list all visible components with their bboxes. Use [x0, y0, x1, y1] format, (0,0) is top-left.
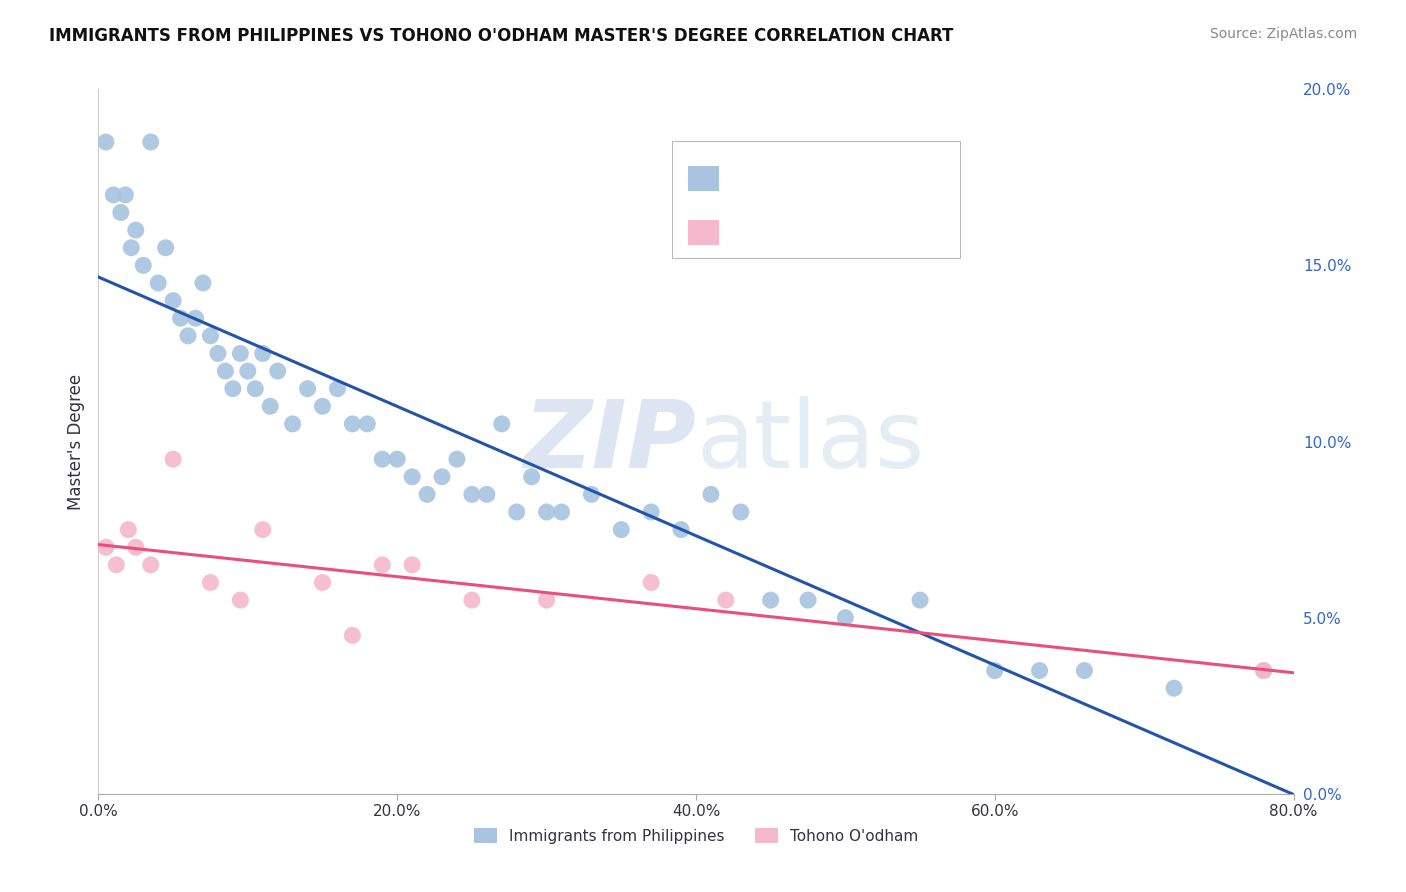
Point: [191, 276, 214, 290]
Point: [1163, 681, 1185, 696]
Text: ZIP: ZIP: [523, 395, 696, 488]
Text: N =: N =: [832, 169, 869, 187]
Point: [797, 593, 820, 607]
Text: R =: R =: [731, 224, 766, 242]
Point: [200, 328, 222, 343]
Text: Source: ZipAtlas.com: Source: ZipAtlas.com: [1209, 27, 1357, 41]
Point: [342, 628, 364, 642]
Point: [401, 558, 423, 572]
Point: [371, 558, 394, 572]
Point: [120, 241, 142, 255]
Point: [177, 328, 200, 343]
Point: [669, 523, 692, 537]
Point: [700, 487, 723, 501]
Point: [105, 558, 128, 572]
Point: [214, 364, 236, 378]
Point: [162, 452, 184, 467]
Point: [110, 205, 132, 219]
Point: [491, 417, 513, 431]
Point: [430, 469, 453, 483]
Point: [908, 593, 931, 607]
Point: [114, 187, 136, 202]
Point: [229, 346, 252, 360]
Point: [259, 400, 281, 414]
Point: [714, 593, 737, 607]
Point: [222, 382, 245, 396]
Point: [148, 276, 170, 290]
Legend: Immigrants from Philippines, Tohono O'odham: Immigrants from Philippines, Tohono O'od…: [468, 822, 924, 850]
Point: [311, 400, 333, 414]
Point: [730, 505, 752, 519]
Point: [759, 593, 782, 607]
Point: [640, 575, 662, 590]
Point: [1073, 664, 1095, 678]
Point: [139, 135, 162, 149]
Text: -0.353: -0.353: [762, 224, 821, 242]
Point: [117, 523, 139, 537]
Point: [169, 311, 191, 326]
Point: [371, 452, 394, 467]
Text: atlas: atlas: [696, 395, 924, 488]
Text: 59: 59: [863, 169, 886, 187]
Point: [311, 575, 333, 590]
Point: [475, 487, 498, 501]
Point: [252, 346, 274, 360]
Point: [461, 487, 484, 501]
Point: [610, 523, 633, 537]
Point: [139, 558, 162, 572]
Point: [356, 417, 378, 431]
Point: [297, 382, 319, 396]
Point: [640, 505, 662, 519]
Point: [536, 505, 558, 519]
Point: [506, 505, 529, 519]
Point: [984, 664, 1007, 678]
Point: [229, 593, 252, 607]
Point: [103, 187, 125, 202]
Point: [162, 293, 184, 308]
Text: -0.769: -0.769: [762, 169, 821, 187]
Text: R =: R =: [731, 169, 766, 187]
Point: [132, 259, 155, 273]
Point: [581, 487, 603, 501]
Point: [267, 364, 290, 378]
Point: [125, 541, 148, 555]
Point: [207, 346, 229, 360]
Point: [1253, 664, 1275, 678]
Point: [401, 469, 423, 483]
Point: [385, 452, 409, 467]
Point: [252, 523, 274, 537]
Point: [236, 364, 259, 378]
Text: IMMIGRANTS FROM PHILIPPINES VS TOHONO O'ODHAM MASTER'S DEGREE CORRELATION CHART: IMMIGRANTS FROM PHILIPPINES VS TOHONO O'…: [49, 27, 953, 45]
Point: [536, 593, 558, 607]
Point: [550, 505, 572, 519]
Point: [155, 241, 177, 255]
Point: [416, 487, 439, 501]
Point: [281, 417, 304, 431]
Point: [1028, 664, 1050, 678]
Point: [125, 223, 148, 237]
Point: [94, 135, 117, 149]
Point: [184, 311, 207, 326]
Y-axis label: Master's Degree: Master's Degree: [66, 374, 84, 509]
Point: [245, 382, 267, 396]
Point: [446, 452, 468, 467]
Point: [200, 575, 222, 590]
Point: [342, 417, 364, 431]
Point: [520, 469, 543, 483]
Point: [326, 382, 349, 396]
Point: [1253, 664, 1275, 678]
Text: N =: N =: [832, 224, 869, 242]
Point: [94, 541, 117, 555]
Point: [461, 593, 484, 607]
Point: [834, 610, 856, 624]
Text: 18: 18: [863, 224, 886, 242]
